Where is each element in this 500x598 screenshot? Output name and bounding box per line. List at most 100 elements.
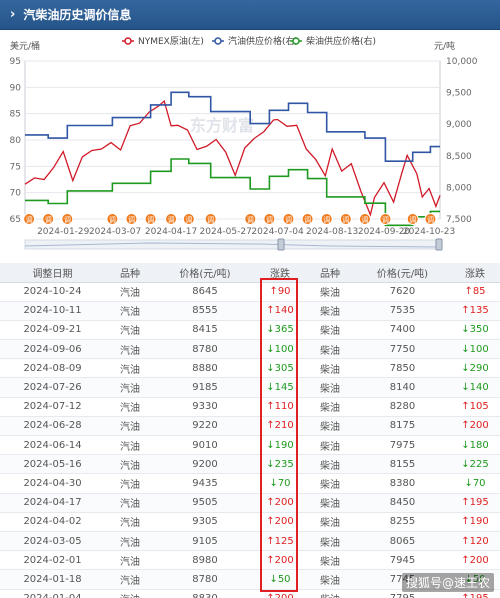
table-header-row: 调整日期 品种 价格(元/吨) 涨跌 品种 价格(元/吨) 涨跌 (0, 263, 500, 283)
adjust-marker-label: 调 (109, 215, 116, 224)
date-cell: 2024-01-18 (0, 569, 105, 590)
change-cell: ↓145 (255, 377, 305, 398)
adjust-marker (106, 213, 119, 225)
change-cell-2: ↓70 (450, 473, 500, 494)
adjust-marker (263, 213, 276, 225)
legend-swatch-dot (292, 37, 300, 45)
product-cell: 汽油 (105, 282, 155, 302)
price-cell-2: 8140 (355, 377, 450, 398)
table-row: 2024-09-21 汽油 8415 ↓365 柴油 7400 ↓350 (0, 320, 500, 341)
product-cell: 汽油 (105, 358, 155, 379)
price-table-container: 调整日期 品种 价格(元/吨) 涨跌 品种 价格(元/吨) 涨跌 2024-10… (0, 263, 500, 598)
adjust-marker-label: 调 (382, 215, 389, 224)
adjust-marker (379, 213, 392, 225)
chevron-right-icon: › (10, 7, 16, 22)
left-tick-label: 80 (10, 136, 22, 146)
right-tick-label: 8,000 (446, 183, 472, 193)
price-cell: 9505 (155, 493, 255, 513)
right-tick-label: 9,500 (446, 89, 472, 99)
table-row: 2024-07-26 汽油 9185 ↓145 柴油 8140 ↓140 (0, 377, 500, 398)
crude-oil-line (24, 99, 441, 217)
col-header-price-2[interactable]: 价格(元/吨) (355, 263, 450, 283)
product-cell: 汽油 (105, 531, 155, 552)
legend-label: 汽油供应价格(右) (228, 35, 298, 47)
date-cell: 2024-04-30 (0, 473, 105, 494)
adjust-marker-label: 调 (128, 215, 135, 224)
col-header-change[interactable]: 涨跌 (255, 263, 305, 283)
price-cell: 9220 (155, 416, 255, 437)
price-cell-2: 8450 (355, 493, 450, 513)
table-row: 2024-03-05 汽油 9105 ↑125 柴油 8065 ↑120 (0, 531, 500, 552)
adjust-marker (23, 213, 36, 225)
change-cell: ↓305 (255, 358, 305, 379)
col-header-price[interactable]: 价格(元/吨) (155, 263, 255, 283)
adjust-marker-label: 调 (64, 215, 71, 224)
table-row: 2024-07-12 汽油 9330 ↑110 柴油 8280 ↑105 (0, 397, 500, 417)
legend-label: 柴油供应价格(右) (306, 35, 376, 47)
date-cell: 2024-09-21 (0, 320, 105, 341)
price-cell: 9200 (155, 454, 255, 475)
adjust-marker-label: 调 (266, 215, 273, 224)
product-cell-2: 柴油 (305, 512, 355, 532)
col-header-change-2[interactable]: 涨跌 (450, 263, 500, 283)
table-row: 2024-04-02 汽油 9305 ↑200 柴油 8255 ↑190 (0, 512, 500, 532)
col-header-date[interactable]: 调整日期 (0, 263, 105, 283)
x-tick-label: 2024-10-23 (403, 227, 455, 237)
change-cell: ↑140 (255, 301, 305, 321)
navigator-handle-right[interactable] (435, 238, 443, 251)
navigator-handle-left[interactable] (277, 238, 285, 251)
x-tick-label: 2024-03-07 (89, 227, 141, 237)
change-cell-2: ↓100 (450, 339, 500, 360)
change-cell-2: ↓290 (450, 358, 500, 379)
adjust-marker (424, 213, 437, 225)
adjust-marker (61, 213, 74, 225)
left-axis-unit: 美元/桶 (10, 40, 40, 52)
date-cell: 2024-05-16 (0, 454, 105, 475)
table-row: 2024-08-09 汽油 8880 ↓305 柴油 7850 ↓290 (0, 358, 500, 379)
col-header-product-2[interactable]: 品种 (305, 263, 355, 283)
date-cell: 2024-06-28 (0, 416, 105, 437)
table-row: 2024-06-28 汽油 9220 ↑210 柴油 8175 ↑200 (0, 416, 500, 437)
table-row: 2024-04-17 汽油 9505 ↑200 柴油 8450 ↑195 (0, 493, 500, 513)
product-cell-2: 柴油 (305, 473, 355, 494)
product-cell: 汽油 (105, 493, 155, 513)
price-cell-2: 8280 (355, 397, 450, 417)
table-row: 2024-10-11 汽油 8555 ↑140 柴油 7535 ↑135 (0, 301, 500, 321)
change-cell: ↑200 (255, 512, 305, 532)
right-tick-label: 7,500 (446, 215, 472, 225)
col-header-product[interactable]: 品种 (105, 263, 155, 283)
price-cell: 9305 (155, 512, 255, 532)
change-cell-2: ↑195 (450, 589, 500, 598)
date-cell: 2024-10-24 (0, 282, 105, 302)
change-cell-2: ↑195 (450, 493, 500, 513)
product-cell: 汽油 (105, 416, 155, 437)
change-cell: ↓365 (255, 320, 305, 341)
price-cell-2: 7400 (355, 320, 450, 341)
price-cell-2: 8155 (355, 454, 450, 475)
change-cell: ↑125 (255, 531, 305, 552)
navigator-line (24, 242, 441, 248)
date-cell: 2024-06-14 (0, 435, 105, 456)
change-cell-2: ↑105 (450, 397, 500, 417)
x-tick-label: 2024-07-04 (251, 227, 304, 237)
right-tick-label: 8,500 (446, 152, 472, 162)
adjust-marker-label: 调 (285, 215, 292, 224)
price-cell-2: 7620 (355, 282, 450, 302)
price-cell-2: 8380 (355, 473, 450, 494)
chart-watermark: 东方财富 (190, 116, 254, 135)
left-tick-label: 70 (10, 189, 22, 199)
x-tick-label: 2024-08-13 (306, 227, 358, 237)
product-cell-2: 柴油 (305, 339, 355, 360)
adjust-marker-label: 调 (409, 215, 416, 224)
price-cell: 9105 (155, 531, 255, 552)
product-cell-2: 柴油 (305, 358, 355, 379)
price-cell: 9010 (155, 435, 255, 456)
change-cell: ↑200 (255, 589, 305, 598)
date-cell: 2024-01-04 (0, 589, 105, 598)
product-cell: 汽油 (105, 320, 155, 341)
adjust-marker (244, 213, 257, 225)
price-chart[interactable]: 95 90 85 80 75 70 65 10,000 9,500 9,000 8,500 8,000… (0, 31, 500, 263)
price-cell-2: 7795 (355, 589, 450, 598)
change-cell-2: ↑200 (450, 550, 500, 571)
adjust-marker (358, 213, 371, 225)
